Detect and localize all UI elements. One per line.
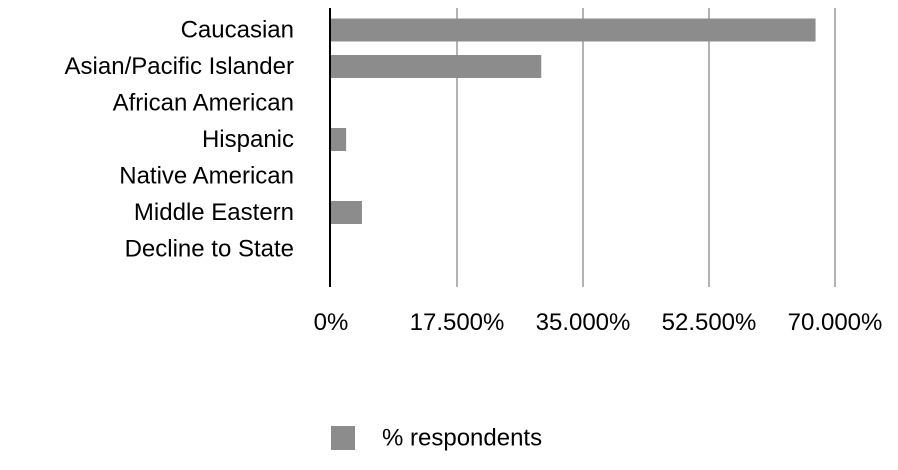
category-labels: Caucasian Asian/Pacific Islander African A… xyxy=(65,17,294,263)
category-label: Decline to State xyxy=(125,236,294,263)
x-tick-labels: 0% 17.500% 35.000% 52.500% 70.000% xyxy=(314,309,883,336)
legend-swatch xyxy=(331,426,355,450)
bars xyxy=(331,18,816,224)
bar xyxy=(331,55,542,78)
x-tick-label: 70.000% xyxy=(788,309,883,336)
category-label: Asian/Pacific Islander xyxy=(65,53,294,80)
bar xyxy=(331,201,362,224)
legend: % respondents xyxy=(331,425,542,452)
category-label: Caucasian xyxy=(181,17,294,44)
category-label: Hispanic xyxy=(202,126,294,153)
x-tick-label: 17.500% xyxy=(410,309,505,336)
category-label: Middle Eastern xyxy=(134,199,294,226)
gridlines xyxy=(456,8,836,287)
category-label: Native American xyxy=(119,163,294,190)
category-label: African American xyxy=(113,90,294,117)
x-tick-label: 52.500% xyxy=(662,309,757,336)
legend-label: % respondents xyxy=(382,425,542,452)
bar xyxy=(331,128,347,151)
bar xyxy=(331,18,816,42)
x-tick-label: 35.000% xyxy=(536,309,631,336)
x-tick-label: 0% xyxy=(314,309,349,336)
